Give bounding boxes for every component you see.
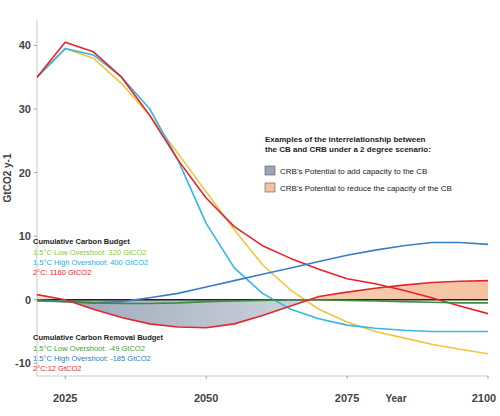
annotation-line: 1.5°C Low Overshoot: -49 GtCO2 bbox=[33, 344, 145, 353]
x-tick-label: 2100 bbox=[472, 392, 496, 404]
area-reduce-capacity bbox=[37, 281, 488, 300]
y-axis-label: GtCO2 y-1 bbox=[2, 153, 13, 202]
x-axis bbox=[37, 376, 488, 377]
y-tick-label: 30 bbox=[19, 103, 31, 115]
x-axis-label: Year bbox=[385, 393, 406, 404]
legend-swatch bbox=[265, 183, 275, 192]
area-add-capacity bbox=[37, 300, 488, 328]
series-line bbox=[37, 300, 488, 304]
annotation-line: 2°C:12 GtCO2 bbox=[33, 364, 81, 373]
y-tick bbox=[34, 172, 37, 173]
y-axis bbox=[37, 20, 38, 376]
area-below-group bbox=[37, 300, 488, 328]
y-tick-label: 0 bbox=[25, 294, 31, 306]
annotation-line: 1.5°C High Overshoot: 400 GtCO2 bbox=[33, 258, 148, 267]
y-tick bbox=[34, 109, 37, 110]
x-tick bbox=[347, 376, 348, 379]
y-tick-label: -10 bbox=[15, 357, 31, 369]
x-tick bbox=[488, 376, 489, 379]
legend-label: CRB's Potential to reduce the capacity o… bbox=[280, 184, 452, 193]
legend-title: the CB and CRB under a 2 degree scenario… bbox=[265, 145, 431, 154]
annotation-line: 1.5°C High Overshoot: -185 GtCO2 bbox=[33, 354, 151, 363]
y-tick bbox=[34, 299, 37, 300]
annotation-title: Cumulative Carbon Budget bbox=[33, 237, 130, 246]
series-line bbox=[37, 49, 488, 332]
y-tick-label: 20 bbox=[19, 167, 31, 179]
y-tick-label: 10 bbox=[19, 230, 31, 242]
area-above-group bbox=[37, 281, 488, 300]
x-tick bbox=[206, 376, 207, 379]
chart: -10 0 10 20 30 40 2025 2050 2075 2100 Year GtCO2 y-… bbox=[0, 0, 500, 416]
legend-swatch bbox=[265, 166, 275, 175]
x-tick-label: 2075 bbox=[335, 392, 359, 404]
y-tick-label: 40 bbox=[19, 39, 31, 51]
x-tick-label: 2025 bbox=[53, 392, 77, 404]
series-line bbox=[37, 42, 488, 313]
legend-title: Examples of the interrelationship betwee… bbox=[265, 135, 426, 144]
legend-label: CRB's Potential to add capacity to the C… bbox=[280, 167, 427, 176]
series-line bbox=[37, 281, 488, 328]
plot-area bbox=[37, 42, 488, 354]
background bbox=[0, 0, 500, 416]
annotation-line: 1.5°C Low Overshoot: 320 GtCO2 bbox=[33, 248, 146, 257]
series-line bbox=[37, 49, 488, 354]
annotation-line: 2°C: 1160 GtCO2 bbox=[33, 268, 91, 277]
y-tick bbox=[34, 45, 37, 46]
x-tick-label: 2050 bbox=[194, 392, 218, 404]
annotation-title: Cumulative Carbon Removal Budget bbox=[33, 333, 164, 342]
x-tick bbox=[65, 376, 66, 379]
